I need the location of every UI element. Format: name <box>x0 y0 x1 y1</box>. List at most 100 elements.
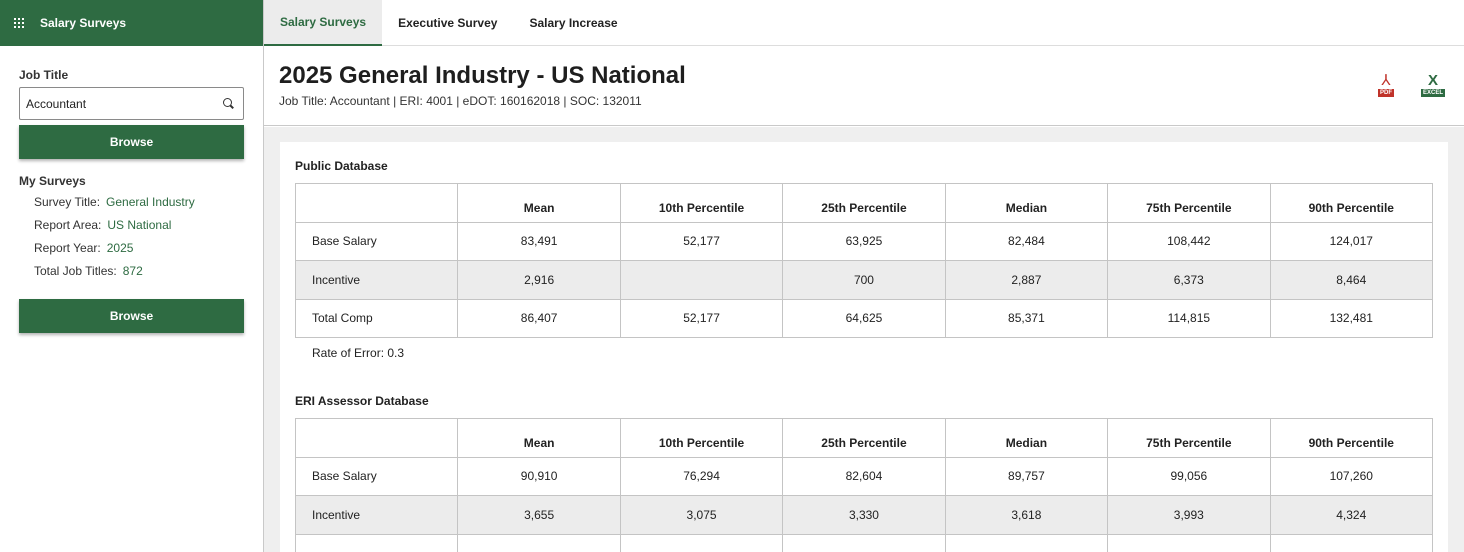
tab-salary-increase[interactable]: Salary Increase <box>529 16 618 30</box>
job-title-label: Job Title <box>19 68 69 82</box>
assessor-database-title: ERI Assessor Database <box>295 394 429 408</box>
table-cell: 52,177 <box>619 221 784 261</box>
table-cell: 90,910 <box>457 456 621 496</box>
table-cell: 82,604 <box>782 456 946 496</box>
survey-info: Survey Title: General Industry Report Are… <box>19 195 243 287</box>
total-job-titles-label: Total Job Titles: <box>34 264 117 278</box>
excel-icon: X <box>1428 72 1439 89</box>
job-details-subtitle: Job Title: Accountant | ERI: 4001 | eDOT… <box>279 94 642 108</box>
table-cell <box>294 533 459 552</box>
table-row: Incentive 3,655 3,075 3,330 3,618 3,993 … <box>294 495 1434 535</box>
job-title-search-input[interactable]: Accountant <box>19 87 244 120</box>
report-year-row: Report Year: 2025 <box>34 241 243 264</box>
table-cell: Base Salary <box>294 221 459 261</box>
public-database-title: Public Database <box>295 159 388 173</box>
table-cell: Base Salary <box>294 456 459 496</box>
table-cell: 8,464 <box>1269 260 1434 300</box>
tab-executive-survey[interactable]: Executive Survey <box>398 16 498 30</box>
app-title: Salary Surveys <box>40 16 127 30</box>
results-panel: Public Database Mean 10th Percentile 25t… <box>280 142 1448 552</box>
search-icon[interactable] <box>223 98 234 109</box>
total-job-titles-value: 872 <box>122 264 143 278</box>
table-cell <box>1107 533 1271 552</box>
table-cell: 89,757 <box>944 456 1109 496</box>
table-cell: 52,177 <box>619 298 784 338</box>
table-cell: 83,491 <box>457 221 621 261</box>
table-cell: 63,925 <box>782 221 946 261</box>
column-header <box>294 183 459 223</box>
table-cell: 107,260 <box>1269 456 1434 496</box>
table-cell: 99,056 <box>1107 456 1271 496</box>
app-brand-bar[interactable]: Salary Surveys <box>0 0 263 46</box>
table-cell: 86,407 <box>457 298 621 338</box>
assessor-database-table: Mean 10th Percentile 25th Percentile Med… <box>294 418 1434 552</box>
column-header: 25th Percentile <box>782 418 946 458</box>
table-cell: Incentive <box>294 260 459 300</box>
content-area: Public Database Mean 10th Percentile 25t… <box>264 127 1464 552</box>
table-header-row: Mean 10th Percentile 25th Percentile Med… <box>294 418 1434 458</box>
table-cell: 3,655 <box>457 495 621 535</box>
table-cell: 6,373 <box>1107 260 1271 300</box>
job-title-value: Accountant <box>26 96 87 111</box>
table-cell <box>619 533 784 552</box>
browse-job-titles-button[interactable]: Browse <box>19 125 244 159</box>
survey-title-row: Survey Title: General Industry <box>34 195 243 218</box>
table-header-row: Mean 10th Percentile 25th Percentile Med… <box>294 183 1434 223</box>
table-cell: 3,075 <box>619 495 784 535</box>
table-cell: 700 <box>782 260 946 300</box>
column-header: 10th Percentile <box>619 183 784 223</box>
table-cell <box>782 533 946 552</box>
table-cell: 114,815 <box>1107 298 1271 338</box>
excel-label: EXCEL <box>1421 89 1446 97</box>
report-area-value: US National <box>107 218 172 232</box>
tab-salary-surveys[interactable]: Salary Surveys <box>264 0 383 46</box>
table-row: Incentive 2,916 700 2,887 6,373 8,464 <box>294 260 1434 300</box>
column-header: Median <box>944 183 1109 223</box>
report-year-value: 2025 <box>106 241 134 255</box>
table-row <box>294 533 1434 552</box>
table-cell <box>1269 533 1434 552</box>
table-cell: 4,324 <box>1269 495 1434 535</box>
sidebar: Salary Surveys Job Title Accountant Brow… <box>0 0 264 552</box>
table-row: Base Salary 90,910 76,294 82,604 89,757 … <box>294 456 1434 496</box>
table-cell <box>944 533 1109 552</box>
page-title: 2025 General Industry - US National <box>279 62 686 89</box>
column-header: 25th Percentile <box>782 183 946 223</box>
apps-grid-icon[interactable] <box>14 18 24 28</box>
export-pdf-button[interactable]: ⅄ PDF <box>1378 73 1394 97</box>
my-surveys-heading: My Surveys <box>19 174 86 188</box>
column-header: 10th Percentile <box>619 418 784 458</box>
browse-surveys-button[interactable]: Browse <box>19 299 244 333</box>
table-cell: Total Comp <box>294 298 459 338</box>
table-cell <box>619 260 784 300</box>
table-cell: 108,442 <box>1107 221 1271 261</box>
table-cell: 82,484 <box>944 221 1109 261</box>
column-header: Median <box>944 418 1109 458</box>
table-cell: 132,481 <box>1269 298 1434 338</box>
table-cell: 3,330 <box>782 495 946 535</box>
page-header: 2025 General Industry - US National Job … <box>264 46 1464 126</box>
table-cell: 2,887 <box>944 260 1109 300</box>
table-cell: 64,625 <box>782 298 946 338</box>
table-cell: Incentive <box>294 495 459 535</box>
pdf-icon: ⅄ <box>1381 72 1391 89</box>
public-database-table: Mean 10th Percentile 25th Percentile Med… <box>294 183 1434 338</box>
table-row: Base Salary 83,491 52,177 63,925 82,484 … <box>294 221 1434 261</box>
top-tabs: Salary Surveys Executive Survey Salary I… <box>264 0 1464 46</box>
column-header: 90th Percentile <box>1269 418 1434 458</box>
report-area-label: Report Area: <box>34 218 102 232</box>
survey-title-value: General Industry <box>106 195 195 209</box>
table-cell <box>457 533 621 552</box>
report-year-label: Report Year: <box>34 241 101 255</box>
column-header: Mean <box>457 183 621 223</box>
export-excel-button[interactable]: X EXCEL <box>1421 72 1446 97</box>
table-cell: 2,916 <box>457 260 621 300</box>
column-header <box>294 418 459 458</box>
table-cell: 3,993 <box>1107 495 1271 535</box>
column-header: Mean <box>457 418 621 458</box>
column-header: 75th Percentile <box>1107 418 1271 458</box>
table-cell: 3,618 <box>944 495 1109 535</box>
column-header: 90th Percentile <box>1269 183 1434 223</box>
rate-of-error: Rate of Error: 0.3 <box>312 346 405 360</box>
table-cell: 85,371 <box>944 298 1109 338</box>
